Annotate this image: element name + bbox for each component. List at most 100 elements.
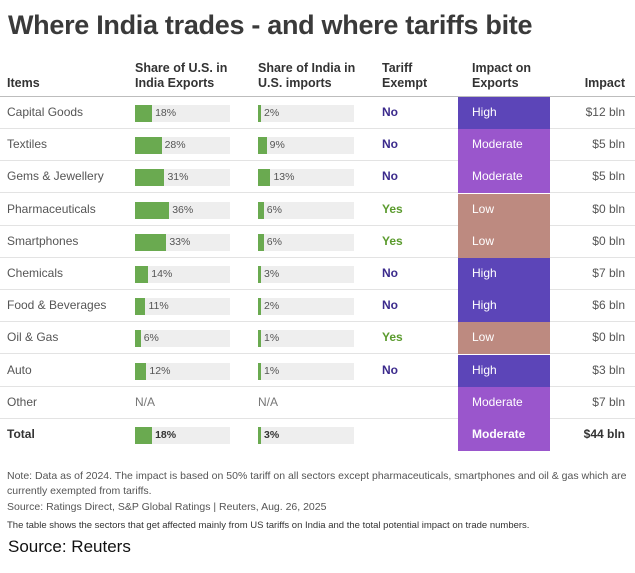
us-share-value: 33% <box>169 235 191 248</box>
impact-amount: $12 bln <box>585 105 625 119</box>
header-us-share-line1: Share of U.S. in <box>135 61 228 75</box>
item-name: Oil & Gas <box>7 330 59 345</box>
total-row: Total 18% 3% Moderate $44 bln <box>0 419 635 451</box>
item-name: Other <box>7 394 38 409</box>
india-share-bar <box>258 427 261 444</box>
india-share-bar <box>258 233 264 251</box>
item-name: Auto <box>7 362 32 377</box>
header-tariff-exempt-line2: Exempt <box>382 76 428 90</box>
impact-amount: $0 bln <box>592 330 625 345</box>
impact-amount: $44 bln <box>583 427 625 441</box>
tariff-exempt-value: No <box>382 362 398 377</box>
tariff-exempt-value: No <box>382 137 398 152</box>
header-impact-label: Impact <box>584 76 625 90</box>
us-share-value: 18% <box>155 107 177 119</box>
header-impact-on-exports: Impact on Exports <box>472 61 531 91</box>
impact-amount: $0 bln <box>592 201 625 216</box>
header-items-label: Items <box>7 76 40 90</box>
header-india-share-line1: Share of India in <box>258 61 356 75</box>
footnote-line1: Note: Data as of 2024. The impact is bas… <box>7 470 627 482</box>
item-name: Gems & Jewellery <box>7 169 104 184</box>
tariff-exempt-value: Yes <box>382 201 403 216</box>
us-share-track: 33% <box>135 233 230 251</box>
impact-amount: $7 bln <box>592 394 625 409</box>
table-row: Oil & Gas 6% 1% Yes Low $0 bln <box>0 322 635 355</box>
chart-title: Where India trades - and where tariffs b… <box>8 10 533 40</box>
us-share-value: 12% <box>149 364 171 377</box>
table-row: Other N/A N/A Moderate $7 bln <box>0 386 635 419</box>
table-row: Capital Goods 18% 2% No High $12 bln <box>0 97 635 129</box>
header-divider <box>0 96 635 97</box>
india-share-track: 3% <box>258 427 354 444</box>
us-share-bar <box>135 105 153 122</box>
impact-level-badge: Low <box>458 322 550 355</box>
table-row: Food & Beverages 11% 2% No High $6 bln <box>0 290 635 323</box>
item-name: Chemicals <box>7 266 64 280</box>
table-row: Gems & Jewellery 31% 13% No Moderate $5 bln <box>0 161 635 194</box>
item-name: Pharmaceuticals <box>7 201 96 216</box>
header-impact-on-exports-line1: Impact on <box>472 61 532 75</box>
header-impact: Impact <box>585 76 625 91</box>
header-us-share-line2: India Exports <box>135 76 215 90</box>
us-share-bar <box>135 330 141 348</box>
india-share-bar <box>258 137 267 155</box>
us-share-value: 18% <box>155 429 177 441</box>
header-tariff-exempt: Tariff Exempt <box>382 61 427 91</box>
us-share-value: 14% <box>151 268 173 280</box>
india-share-value: 1% <box>264 364 280 377</box>
india-share-track: 6% <box>258 201 354 219</box>
india-share-bar <box>258 266 261 283</box>
india-share-bar <box>258 330 261 348</box>
india-share-value: 1% <box>264 332 280 345</box>
impact-level-badge: High <box>458 97 550 129</box>
us-share-track: 12% <box>135 362 230 380</box>
table-row: Chemicals 14% 3% No High $7 bln <box>0 258 635 290</box>
impact-level-badge: Moderate <box>458 161 550 194</box>
us-share-value: 6% <box>143 332 159 345</box>
impact-level-badge: High <box>458 354 550 387</box>
us-share-bar <box>135 298 146 316</box>
tariff-exempt-value: No <box>382 266 398 280</box>
impact-level-badge: Low <box>458 225 550 258</box>
impact-level-badge: Moderate <box>458 386 550 419</box>
us-share-bar <box>135 362 147 380</box>
impact-amount: $6 bln <box>592 298 625 313</box>
us-share-bar <box>135 266 149 283</box>
us-share-track: 18% <box>135 427 230 444</box>
table-row: Pharmaceuticals 36% 6% Yes Low $0 bln <box>0 193 635 226</box>
header-india-share-line2: U.S. imports <box>258 76 332 90</box>
description-line: The table shows the sectors that get aff… <box>7 520 530 531</box>
us-share-bar <box>135 201 170 219</box>
impact-level-badge: Moderate <box>458 419 550 451</box>
tariff-exempt-value: No <box>382 298 398 313</box>
tariff-exempt-value: No <box>382 105 398 119</box>
us-share-track: 6% <box>135 330 230 348</box>
header-items: Items <box>7 76 40 91</box>
india-share-track: 1% <box>258 330 354 348</box>
impact-level-badge: High <box>458 258 550 290</box>
item-name: Smartphones <box>7 233 79 248</box>
impact-level-badge: Low <box>458 193 550 226</box>
us-share-bar <box>135 427 153 444</box>
india-share-track: 13% <box>258 169 354 187</box>
header-impact-on-exports-line2: Exports <box>472 76 519 90</box>
table-row: Auto 12% 1% No High $3 bln <box>0 354 635 387</box>
us-share-track: 36% <box>135 201 230 219</box>
india-share-value: 3% <box>264 268 280 280</box>
impact-level-badge: Moderate <box>458 129 550 162</box>
us-share-track: 28% <box>135 137 230 155</box>
us-share-bar <box>135 137 162 155</box>
india-share-bar <box>258 298 261 316</box>
impact-amount: $5 bln <box>592 137 625 152</box>
impact-amount: $5 bln <box>592 169 625 184</box>
india-share-value: 3% <box>264 429 280 441</box>
header-us-share: Share of U.S. in India Exports <box>135 61 227 91</box>
footnote: Note: Data as of 2024. The impact is bas… <box>7 469 626 499</box>
impact-level-badge: High <box>458 290 550 323</box>
us-share-na: N/A <box>135 394 156 409</box>
us-share-value: 11% <box>148 300 169 313</box>
item-name: Capital Goods <box>7 105 84 119</box>
india-share-track: 3% <box>258 266 354 283</box>
india-share-bar <box>258 105 261 122</box>
tariff-exempt-value: Yes <box>382 233 403 248</box>
